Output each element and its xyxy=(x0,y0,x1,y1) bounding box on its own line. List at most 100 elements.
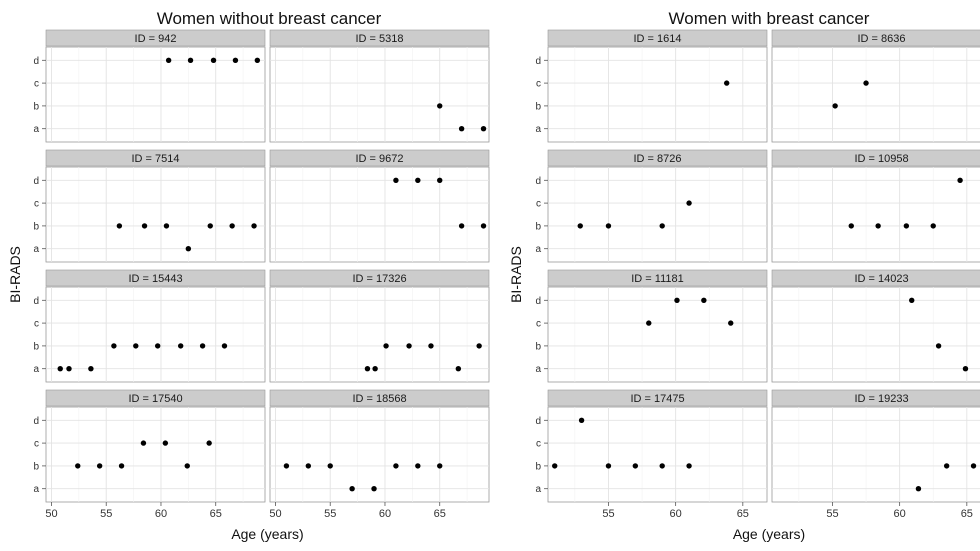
data-point xyxy=(207,223,213,229)
data-point xyxy=(577,223,583,229)
y-tick-label: a xyxy=(33,364,39,375)
panel-strip xyxy=(771,389,980,407)
data-point xyxy=(185,246,192,252)
data-point xyxy=(210,57,217,63)
x-tick-label: 65 xyxy=(210,508,222,520)
panel-strip xyxy=(771,269,980,287)
data-point xyxy=(428,343,434,349)
panel-background xyxy=(269,46,490,143)
y-tick-label: d xyxy=(535,56,541,67)
data-point xyxy=(187,57,194,63)
panel-strip xyxy=(771,149,980,167)
data-point xyxy=(480,126,487,132)
y-tick-label: c xyxy=(536,199,541,210)
data-point xyxy=(863,80,869,86)
data-point xyxy=(177,343,184,349)
data-point xyxy=(476,343,482,349)
data-point xyxy=(632,463,639,469)
data-point xyxy=(305,463,312,469)
data-point xyxy=(393,463,399,469)
panel-strip-label: ID = 11181 xyxy=(631,273,684,285)
y-tick-label: b xyxy=(535,221,541,232)
panel-background xyxy=(45,406,266,503)
data-point xyxy=(415,463,421,469)
panel-strip xyxy=(45,29,266,47)
panel-strip-label: ID = 8726 xyxy=(633,153,681,165)
data-point xyxy=(848,223,854,229)
data-point xyxy=(832,103,838,109)
panel-strip-label: ID = 7514 xyxy=(131,153,179,165)
data-point xyxy=(875,223,881,229)
panel-strip-label: ID = 14023 xyxy=(854,273,908,285)
data-point xyxy=(458,223,465,229)
panel-background xyxy=(547,286,768,383)
y-tick-label: b xyxy=(33,101,39,112)
y-tick-label: d xyxy=(535,176,541,187)
data-point xyxy=(229,223,235,229)
data-point xyxy=(728,320,734,326)
data-point xyxy=(372,366,378,372)
y-tick-label: c xyxy=(34,319,39,330)
data-point xyxy=(437,463,443,469)
data-point xyxy=(165,57,172,63)
data-point xyxy=(903,223,910,229)
panel-strip xyxy=(269,269,490,287)
panel-strip xyxy=(547,29,768,47)
data-point xyxy=(943,463,950,469)
data-point xyxy=(957,177,963,183)
y-tick-label: d xyxy=(33,176,39,187)
panel-strip-label: ID = 942 xyxy=(135,33,177,45)
panel-strip xyxy=(45,389,266,407)
data-point xyxy=(605,223,612,229)
x-tick-label: 55 xyxy=(826,508,838,520)
panel-strip-label: ID = 17326 xyxy=(352,273,406,285)
y-tick-label: d xyxy=(33,296,39,307)
y-tick-label: a xyxy=(535,364,541,375)
panel-background xyxy=(771,286,980,383)
x-tick-label: 60 xyxy=(670,508,682,520)
panel-strip xyxy=(771,29,980,47)
panel-background xyxy=(269,166,490,263)
data-point xyxy=(111,343,117,349)
y-tick-label: d xyxy=(33,56,39,67)
data-point xyxy=(364,366,371,372)
data-point xyxy=(393,177,399,183)
data-point xyxy=(163,223,170,229)
x-axis-label: Age (years) xyxy=(231,526,303,542)
chart-title: Women with breast cancer xyxy=(669,9,870,28)
panel-strip-label: ID = 10958 xyxy=(854,153,908,165)
data-point xyxy=(251,223,257,229)
x-tick-label: 50 xyxy=(45,508,57,520)
x-tick-label: 55 xyxy=(602,508,614,520)
x-tick-label: 60 xyxy=(379,508,391,520)
data-point xyxy=(221,343,228,349)
y-tick-label: c xyxy=(34,439,39,450)
data-point xyxy=(455,366,462,372)
data-point xyxy=(659,463,665,469)
data-point xyxy=(458,126,465,132)
y-tick-label: b xyxy=(535,341,541,352)
data-point xyxy=(371,486,377,492)
y-tick-label: c xyxy=(34,79,39,90)
data-point xyxy=(930,223,936,229)
data-point xyxy=(480,223,487,229)
y-tick-label: b xyxy=(535,461,541,472)
panel-background xyxy=(547,406,768,503)
data-point xyxy=(349,486,355,492)
data-point xyxy=(674,297,680,303)
data-point xyxy=(254,57,261,63)
data-point xyxy=(605,463,612,469)
panel-strip-label: ID = 18568 xyxy=(352,393,406,405)
data-point xyxy=(154,343,161,349)
data-point xyxy=(141,223,148,229)
y-tick-label: c xyxy=(536,439,541,450)
y-tick-label: b xyxy=(535,101,541,112)
data-point xyxy=(552,463,558,469)
x-tick-label: 55 xyxy=(324,508,336,520)
data-point xyxy=(915,486,922,492)
data-point xyxy=(184,463,190,469)
data-point xyxy=(686,200,692,206)
data-point xyxy=(437,177,443,183)
data-point xyxy=(406,343,412,349)
y-tick-label: c xyxy=(536,319,541,330)
